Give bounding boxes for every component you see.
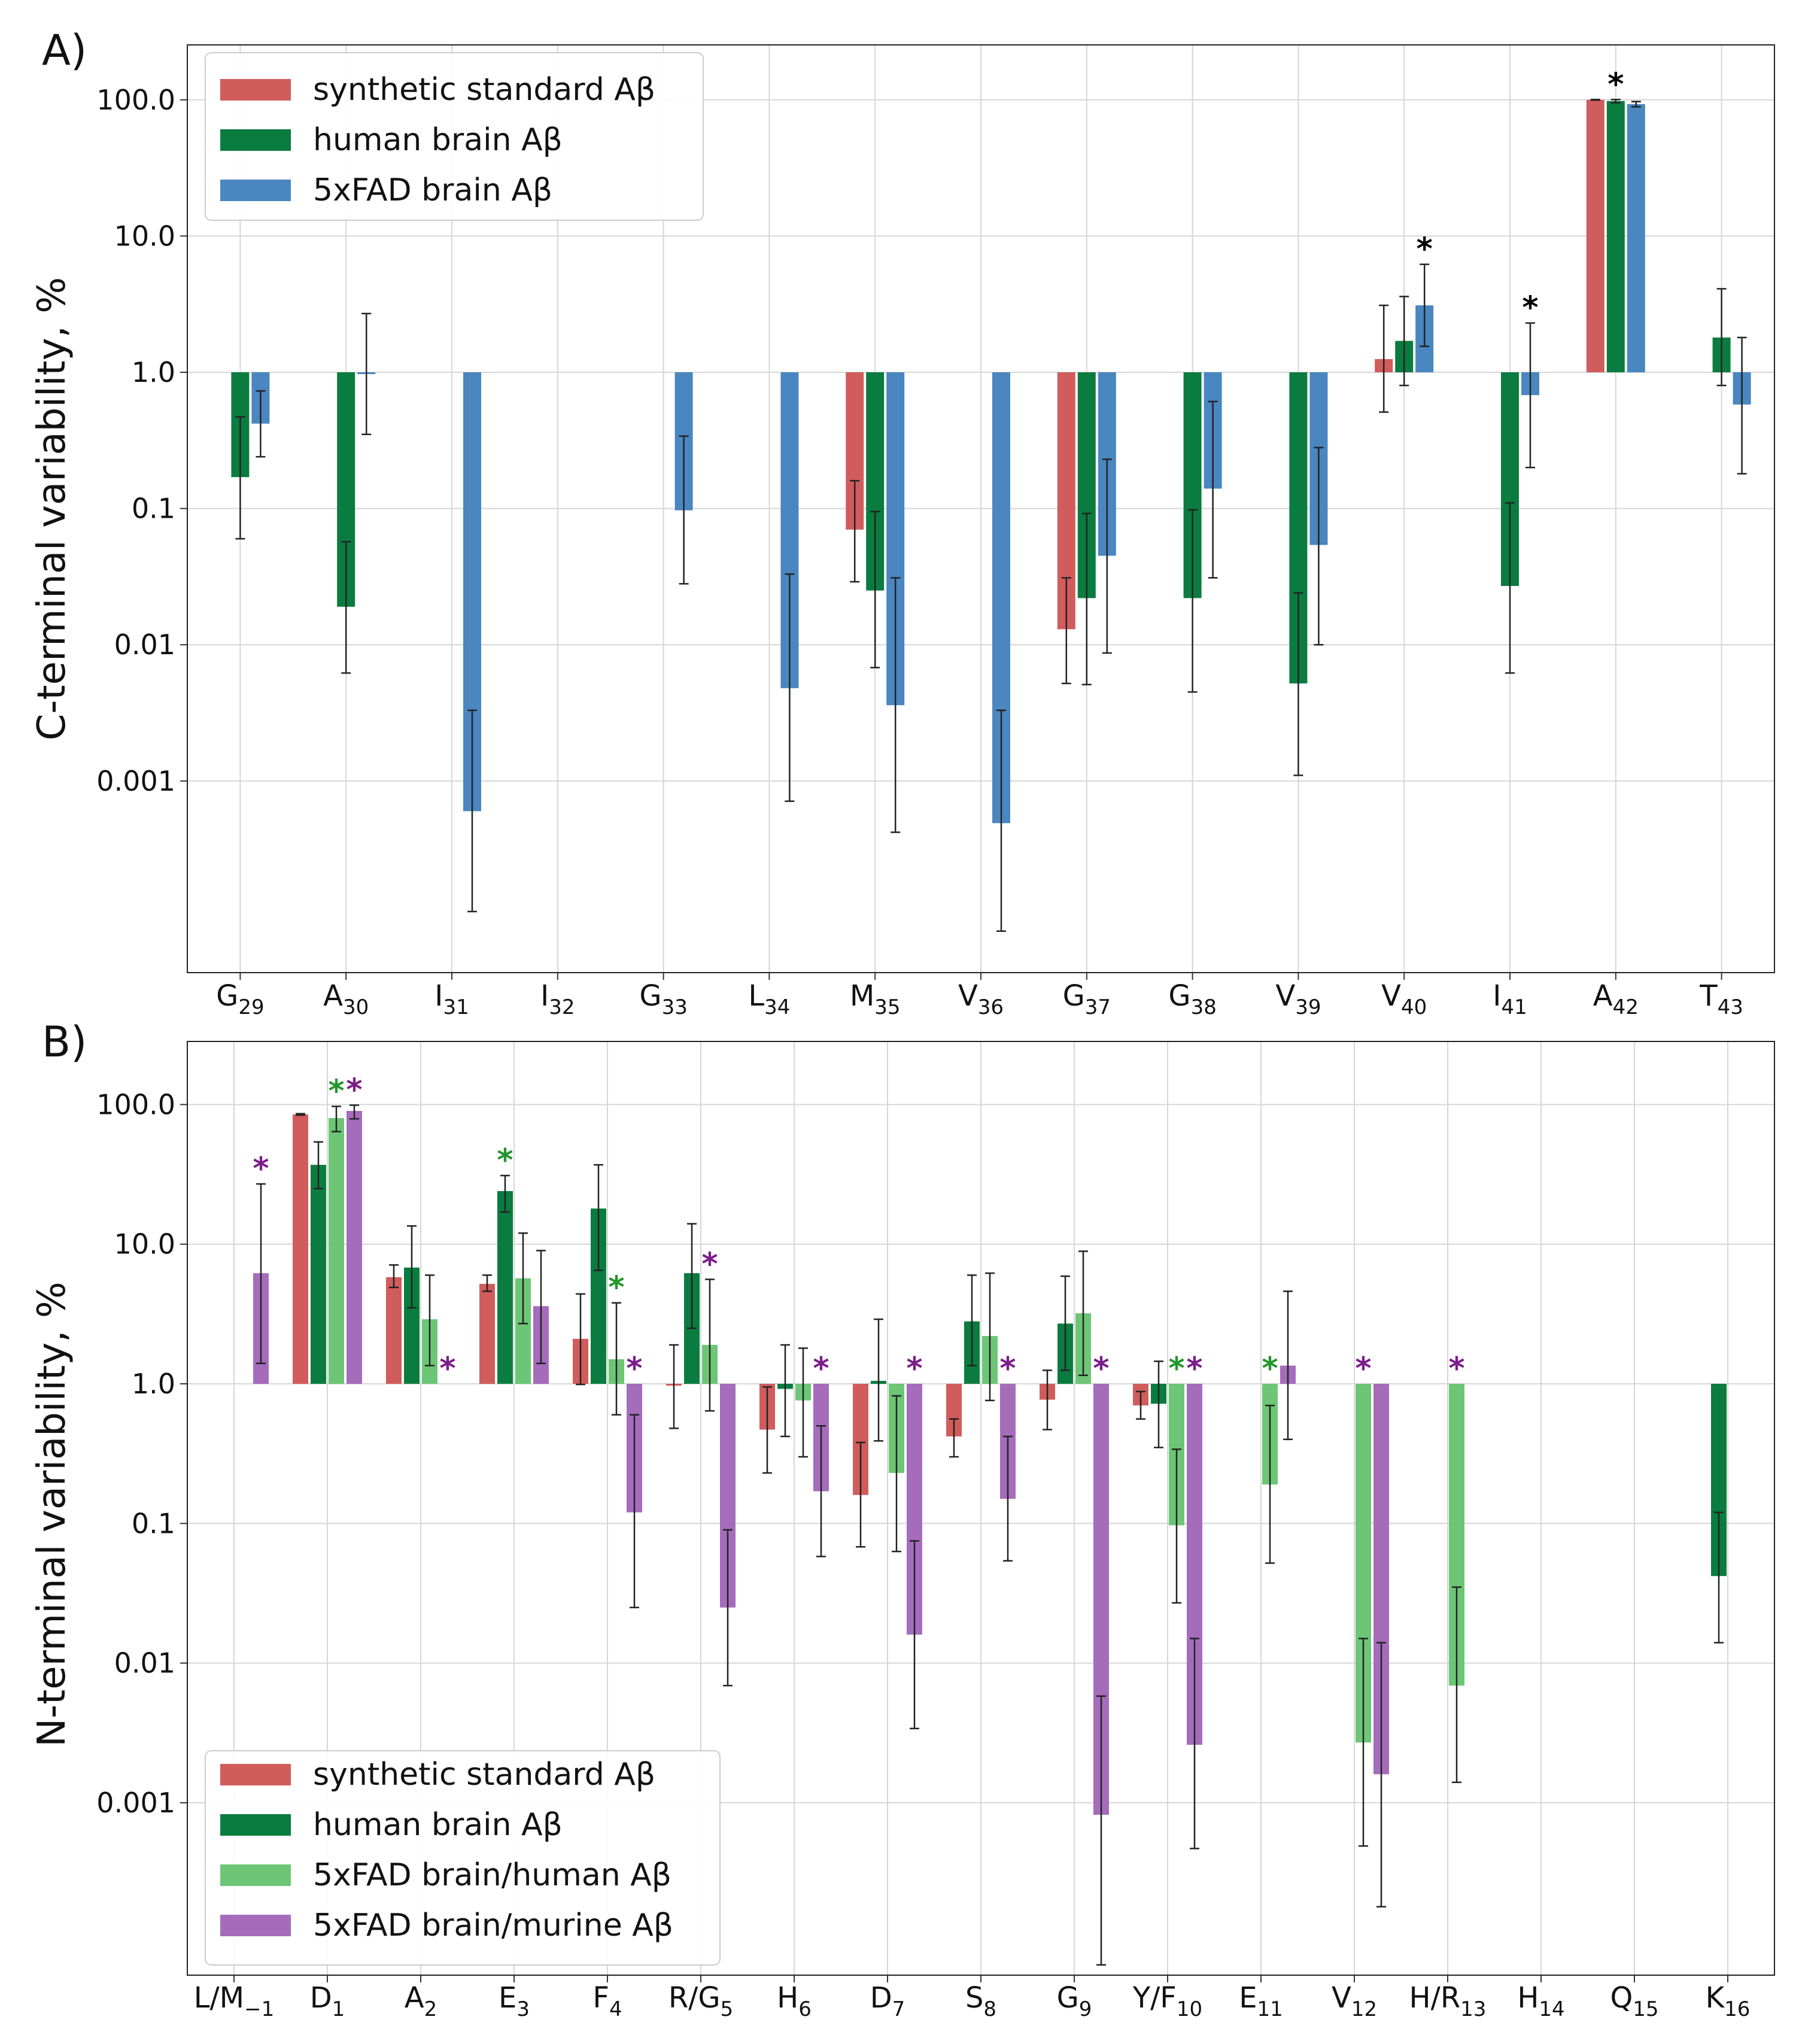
x-tick-label: G37: [1063, 979, 1111, 1019]
significance-star: *: [1262, 1351, 1278, 1387]
legend-swatch: [220, 129, 291, 151]
bar: [1586, 99, 1604, 373]
y-tick-label: 1.0: [132, 1368, 175, 1400]
bar: [1606, 101, 1625, 373]
significance-star: *: [1448, 1351, 1464, 1387]
significance-star: *: [328, 1073, 344, 1109]
significance-star: *: [253, 1151, 269, 1187]
x-tick-label: V12: [1332, 1981, 1377, 2021]
bar: [347, 1111, 362, 1384]
legend-label: human brain Aβ: [313, 122, 563, 158]
significance-star: *: [999, 1351, 1016, 1387]
significance-star: *: [346, 1072, 362, 1108]
x-tick-label: S8: [965, 1981, 996, 2021]
legend-label: human brain Aβ: [313, 1807, 563, 1843]
significance-star: *: [813, 1351, 829, 1387]
x-tick-label: D7: [870, 1981, 905, 2021]
y-tick-label: 100.0: [96, 84, 175, 116]
x-tick-label: I31: [434, 979, 469, 1019]
significance-star: *: [497, 1143, 513, 1179]
x-tick-label: T43: [1699, 979, 1743, 1019]
significance-star: *: [701, 1246, 718, 1282]
bar: [293, 1114, 308, 1384]
x-tick-label: Q15: [1610, 1981, 1658, 2021]
bar: [329, 1118, 344, 1384]
legend-swatch: [220, 180, 291, 201]
legend-swatch: [220, 79, 291, 101]
legend-box: [205, 52, 704, 221]
y-axis-label: C-terminal variability, %: [30, 277, 74, 740]
x-tick-label: V39: [1275, 979, 1321, 1019]
bar: [386, 1277, 402, 1384]
y-tick-label: 0.001: [96, 1787, 175, 1819]
x-tick-label: G9: [1057, 1981, 1092, 2021]
x-tick-label: E11: [1239, 1981, 1283, 2021]
legend-label: 5xFAD brain/murine Aβ: [313, 1908, 673, 1943]
y-tick-label: 10.0: [114, 1228, 175, 1261]
y-tick-label: 0.1: [132, 493, 175, 525]
y-tick-label: 10.0: [114, 220, 175, 252]
legend-label: 5xFAD brain Aβ: [313, 172, 552, 208]
x-tick-label: G29: [216, 979, 264, 1019]
y-tick-label: 0.001: [96, 765, 175, 797]
x-tick-label: A42: [1593, 979, 1639, 1019]
significance-star: *: [1168, 1351, 1184, 1387]
significance-star: *: [1186, 1351, 1202, 1387]
legend-swatch: [220, 1814, 291, 1836]
y-tick-label: 0.1: [132, 1507, 175, 1539]
y-tick-label: 1.0: [132, 356, 175, 388]
x-tick-label: L34: [748, 979, 790, 1019]
significance-star: *: [1522, 290, 1538, 326]
x-tick-label: F4: [592, 1981, 622, 2021]
significance-star: *: [906, 1351, 922, 1387]
x-tick-label: Y/F10: [1132, 1981, 1202, 2021]
legend-label: synthetic standard Aβ: [313, 1757, 655, 1793]
x-tick-label: E3: [499, 1981, 530, 2021]
y-tick-label: 100.0: [96, 1088, 175, 1120]
x-tick-label: A2: [405, 1981, 437, 2021]
legend-box: [205, 1750, 721, 1966]
x-tick-label: I41: [1493, 979, 1527, 1019]
significance-star: *: [608, 1270, 624, 1306]
significance-star: *: [1417, 232, 1433, 268]
x-tick-label: L/M−1: [194, 1981, 274, 2021]
legend-label: synthetic standard Aβ: [313, 72, 655, 108]
x-tick-label: K16: [1706, 1981, 1751, 2021]
significance-star: *: [439, 1351, 455, 1387]
x-tick-label: H6: [777, 1981, 812, 2021]
y-tick-label: 0.01: [114, 1647, 175, 1679]
panel-a: 0.001 0.01 0.1 1.0 10.0 100.0 * * * G29 A30 I31 I32 G…: [30, 26, 1775, 1019]
bar: [497, 1190, 513, 1384]
bar: [479, 1283, 495, 1384]
significance-star: *: [1093, 1351, 1109, 1387]
x-tick-label: A30: [323, 979, 369, 1019]
x-tick-label: V36: [958, 979, 1004, 1019]
significance-star: *: [1355, 1351, 1371, 1387]
legend-swatch: [220, 1915, 291, 1936]
x-tick-label: V40: [1381, 979, 1427, 1019]
y-tick-label: 0.01: [114, 628, 175, 661]
x-tick-label: H14: [1517, 1981, 1564, 2021]
x-tick-label: R/G5: [668, 1981, 733, 2021]
legend-swatch: [220, 1764, 291, 1785]
x-tick-label: D1: [310, 1981, 345, 2021]
significance-star: *: [626, 1351, 642, 1387]
legend-swatch: [220, 1864, 291, 1886]
x-tick-label: I32: [540, 979, 575, 1019]
y-axis-label: N-terminal variability, %: [30, 1281, 74, 1747]
x-tick-label: G33: [639, 979, 687, 1019]
bar: [311, 1165, 326, 1384]
x-tick-label: G38: [1168, 979, 1216, 1019]
significance-star: *: [1607, 66, 1624, 102]
panel-label: A): [42, 26, 87, 75]
panel-label: B): [42, 1018, 87, 1067]
legend-label: 5xFAD brain/human Aβ: [313, 1857, 671, 1893]
x-tick-label: M35: [850, 979, 901, 1019]
x-tick-label: H/R13: [1409, 1981, 1487, 2021]
bar: [1627, 104, 1645, 373]
